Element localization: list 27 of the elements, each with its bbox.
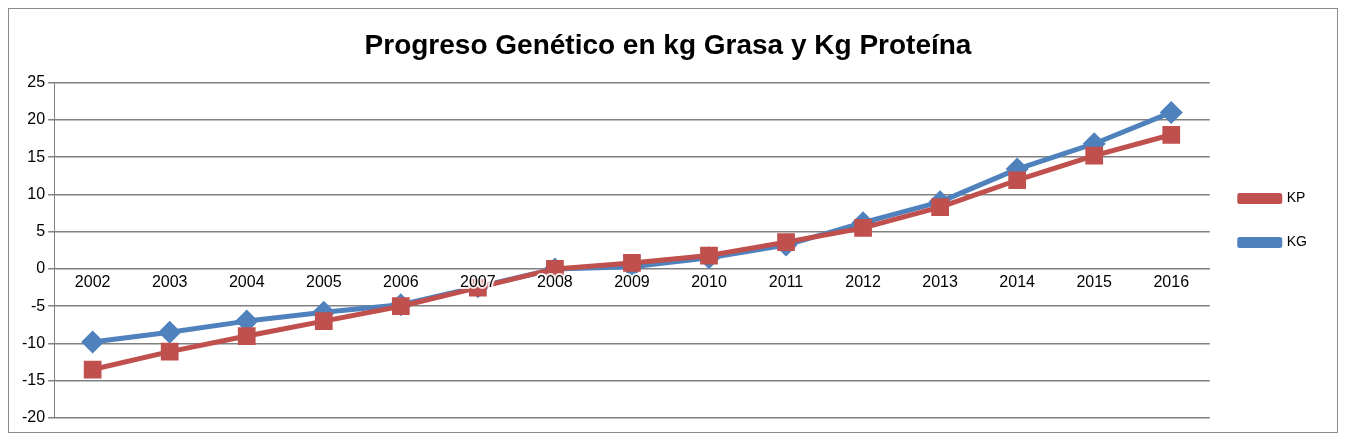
x-tick-label: 2004 [228, 273, 265, 291]
x-tick-label: 2003 [151, 273, 188, 291]
x-tick-label: 2010 [691, 273, 727, 291]
y-tick-label: -10 [22, 333, 46, 351]
y-tick-label: 0 [36, 259, 46, 277]
x-tick-label: 2006 [383, 273, 419, 291]
legend-label: KP [1286, 189, 1306, 206]
x-tick-label: 2002 [74, 273, 111, 291]
y-tick-label: -15 [22, 371, 46, 389]
legend-label: KG [1286, 233, 1308, 250]
x-tick-label: 2013 [922, 273, 959, 291]
x-tick-label: 2014 [999, 273, 1036, 291]
y-tick-label: 25 [27, 73, 46, 91]
x-tick-label: 2005 [305, 273, 342, 291]
x-tick-label: 2015 [1076, 273, 1113, 291]
y-tick-label: 15 [27, 147, 46, 165]
y-tick-label: -20 [22, 408, 46, 426]
chart-title: Progreso Genético en kg Grasa y Kg Proteína [364, 28, 972, 60]
x-tick-label: 2008 [537, 273, 573, 291]
y-tick-label: 10 [27, 184, 46, 202]
y-tick-label: -5 [30, 296, 46, 314]
x-tick-label: 2009 [614, 273, 650, 291]
y-tick-label: 20 [27, 110, 46, 128]
x-tick-label: 2016 [1153, 273, 1190, 291]
y-tick-label: 5 [36, 222, 46, 240]
x-tick-label: 2012 [845, 273, 881, 291]
x-tick-label: 2011 [768, 273, 804, 291]
